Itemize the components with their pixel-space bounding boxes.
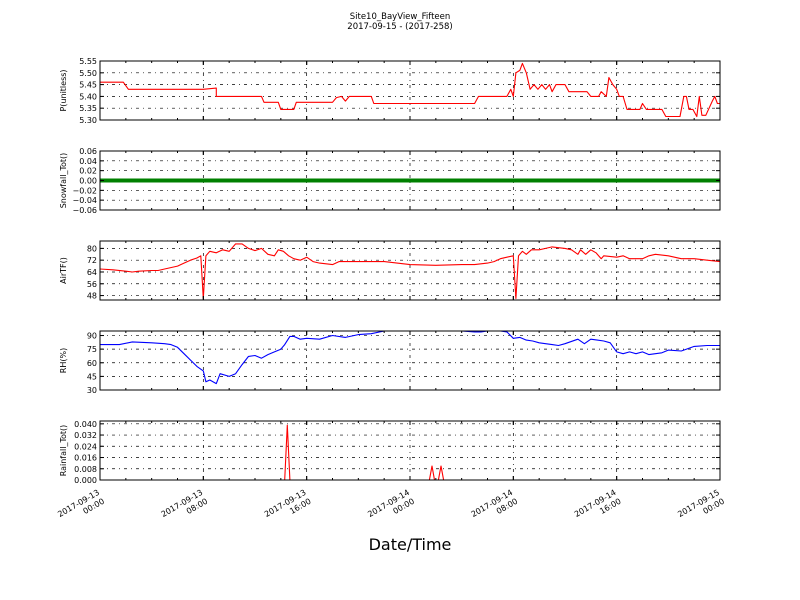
y-tick-label: 30 [87, 386, 97, 395]
grid-3 [100, 331, 720, 390]
y-tick-label: 5.45 [79, 81, 97, 90]
x-tick-label: 2017-09-1416:00 [573, 488, 623, 528]
x-axis-label: Date/Time [369, 535, 452, 554]
panel-4: 0.000 0.008 0.016 0.024 0.032 0.040 Rainfall_T… [59, 420, 721, 485]
y-axis-label-4: Rainfall_Tot() [59, 425, 68, 477]
y-axis-label-3: RH(%) [59, 348, 68, 373]
y-tick-label: 0.06 [79, 147, 97, 156]
y-tick-label: 80 [87, 244, 97, 253]
grid-0 [100, 61, 720, 120]
y-tick-label: 64 [87, 268, 97, 277]
series-line-0 [100, 62, 720, 118]
y-tick-label: 0.024 [74, 442, 97, 451]
y-tick-label: 72 [87, 256, 97, 265]
y-axis-label-2: AirTF() [59, 257, 68, 284]
y-tick-label: 45 [87, 372, 97, 381]
panel-3: 30 45 60 75 90 RH(%) [59, 330, 721, 395]
y-axis-label-1: Snowfall_Tot() [59, 153, 68, 209]
y-tick-label: 0.008 [74, 465, 97, 474]
y-tick-label: 5.50 [79, 69, 97, 78]
panel-2: 48 56 64 72 80 AirTF() [59, 240, 721, 301]
y-tick-label: 5.35 [79, 104, 97, 113]
chart-subtitle: 2017-09-15 - (2017-258) [347, 22, 452, 32]
y-tick-label: 0.032 [74, 431, 97, 440]
panels: 5.30 5.35 5.40 5.45 5.50 5.55 P(unitless) −0.06… [56, 57, 726, 528]
x-tick-label: 2017-09-1308:00 [160, 488, 210, 528]
y-tick-label: 5.55 [79, 57, 97, 66]
x-tick-label: 2017-09-1400:00 [366, 488, 416, 528]
y-tick-label: 0.00 [79, 177, 97, 186]
y-axis-label-0: P(unitless) [59, 69, 68, 111]
x-tick-label: 2017-09-1316:00 [263, 488, 313, 528]
y-tick-label: −0.04 [72, 196, 97, 205]
series-line-4 [100, 424, 720, 480]
chart-title: Site10_BayView_Fifteen [350, 12, 451, 22]
y-tick-label: 75 [87, 345, 97, 354]
series-line-2 [100, 243, 720, 300]
y-tick-label: 60 [87, 359, 97, 368]
panel-0: 5.30 5.35 5.40 5.45 5.50 5.55 P(unitless) [59, 57, 721, 125]
y-tick-label: 0.016 [74, 454, 97, 463]
y-tick-label: −0.06 [72, 206, 97, 215]
y-tick-label: 0.040 [74, 420, 97, 429]
x-tick-label: 2017-09-1300:00 [56, 488, 106, 528]
y-tick-label: −0.02 [72, 186, 97, 195]
y-tick-label: 0.02 [79, 167, 97, 176]
x-tick-label: 2017-09-1500:00 [676, 488, 726, 528]
panel-1: −0.06−0.04−0.020.000.020.040.06 Snowfall_… [59, 147, 721, 215]
y-tick-label: 90 [87, 332, 97, 341]
y-tick-label: 5.40 [79, 92, 97, 101]
grid-2 [100, 241, 720, 300]
y-tick-label: 48 [87, 292, 97, 301]
grid-4 [100, 421, 720, 480]
y-tick-label: 0.04 [79, 157, 97, 166]
y-tick-label: 0.000 [74, 476, 97, 485]
y-tick-label: 56 [87, 280, 97, 289]
series-line-3 [100, 331, 720, 385]
x-tick-label: 2017-09-1408:00 [470, 488, 520, 528]
y-tick-label: 5.30 [79, 116, 97, 125]
